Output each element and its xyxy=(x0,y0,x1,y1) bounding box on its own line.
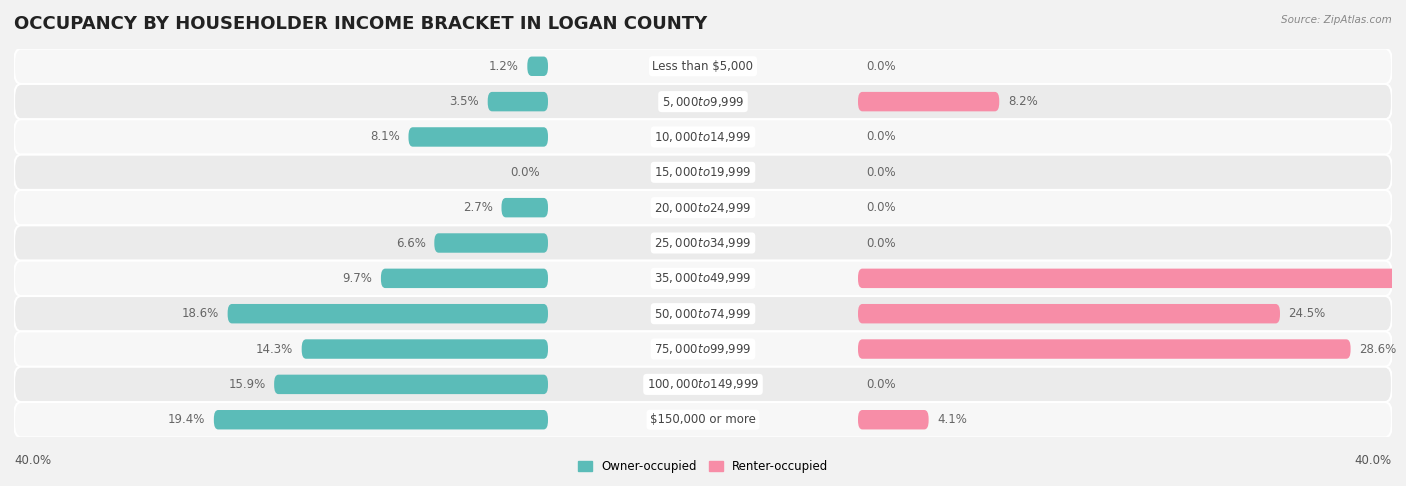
FancyBboxPatch shape xyxy=(14,84,1392,119)
Text: 24.5%: 24.5% xyxy=(1289,307,1326,320)
FancyBboxPatch shape xyxy=(274,375,548,394)
Text: 8.2%: 8.2% xyxy=(1008,95,1038,108)
Text: $35,000 to $49,999: $35,000 to $49,999 xyxy=(654,271,752,285)
FancyBboxPatch shape xyxy=(14,260,1392,296)
FancyBboxPatch shape xyxy=(858,269,1406,288)
Text: 0.0%: 0.0% xyxy=(866,237,896,249)
Text: Source: ZipAtlas.com: Source: ZipAtlas.com xyxy=(1281,15,1392,25)
Text: $5,000 to $9,999: $5,000 to $9,999 xyxy=(662,95,744,108)
Text: $150,000 or more: $150,000 or more xyxy=(650,413,756,426)
FancyBboxPatch shape xyxy=(409,127,548,147)
FancyBboxPatch shape xyxy=(488,92,548,111)
FancyBboxPatch shape xyxy=(228,304,548,323)
Text: 14.3%: 14.3% xyxy=(256,343,292,356)
Text: $50,000 to $74,999: $50,000 to $74,999 xyxy=(654,307,752,321)
FancyBboxPatch shape xyxy=(14,402,1392,437)
FancyBboxPatch shape xyxy=(858,410,928,430)
Text: $25,000 to $34,999: $25,000 to $34,999 xyxy=(654,236,752,250)
Text: 0.0%: 0.0% xyxy=(866,201,896,214)
FancyBboxPatch shape xyxy=(14,190,1392,226)
FancyBboxPatch shape xyxy=(858,339,1351,359)
Text: 1.2%: 1.2% xyxy=(489,60,519,73)
FancyBboxPatch shape xyxy=(434,233,548,253)
FancyBboxPatch shape xyxy=(302,339,548,359)
FancyBboxPatch shape xyxy=(14,296,1392,331)
Text: 0.0%: 0.0% xyxy=(510,166,540,179)
Text: 40.0%: 40.0% xyxy=(14,453,51,467)
Text: $20,000 to $24,999: $20,000 to $24,999 xyxy=(654,201,752,215)
Text: $75,000 to $99,999: $75,000 to $99,999 xyxy=(654,342,752,356)
FancyBboxPatch shape xyxy=(14,49,1392,84)
Text: 28.6%: 28.6% xyxy=(1360,343,1396,356)
Text: 40.0%: 40.0% xyxy=(1355,453,1392,467)
FancyBboxPatch shape xyxy=(858,304,1279,323)
Text: 3.5%: 3.5% xyxy=(450,95,479,108)
Text: 4.1%: 4.1% xyxy=(938,413,967,426)
Text: 19.4%: 19.4% xyxy=(167,413,205,426)
FancyBboxPatch shape xyxy=(14,119,1392,155)
FancyBboxPatch shape xyxy=(858,92,1000,111)
Legend: Owner-occupied, Renter-occupied: Owner-occupied, Renter-occupied xyxy=(572,456,834,478)
Text: 0.0%: 0.0% xyxy=(866,378,896,391)
Text: Less than $5,000: Less than $5,000 xyxy=(652,60,754,73)
Text: 0.0%: 0.0% xyxy=(866,130,896,143)
FancyBboxPatch shape xyxy=(527,56,548,76)
FancyBboxPatch shape xyxy=(14,155,1392,190)
Text: $10,000 to $14,999: $10,000 to $14,999 xyxy=(654,130,752,144)
Text: 15.9%: 15.9% xyxy=(228,378,266,391)
Text: 2.7%: 2.7% xyxy=(463,201,494,214)
Text: 9.7%: 9.7% xyxy=(343,272,373,285)
Text: $15,000 to $19,999: $15,000 to $19,999 xyxy=(654,165,752,179)
FancyBboxPatch shape xyxy=(14,331,1392,367)
Text: 0.0%: 0.0% xyxy=(866,166,896,179)
Text: 8.1%: 8.1% xyxy=(370,130,399,143)
FancyBboxPatch shape xyxy=(214,410,548,430)
Text: 6.6%: 6.6% xyxy=(396,237,426,249)
FancyBboxPatch shape xyxy=(502,198,548,217)
Text: 0.0%: 0.0% xyxy=(866,60,896,73)
FancyBboxPatch shape xyxy=(14,226,1392,260)
FancyBboxPatch shape xyxy=(381,269,548,288)
FancyBboxPatch shape xyxy=(14,367,1392,402)
Text: 18.6%: 18.6% xyxy=(181,307,219,320)
Text: $100,000 to $149,999: $100,000 to $149,999 xyxy=(647,378,759,391)
Text: OCCUPANCY BY HOUSEHOLDER INCOME BRACKET IN LOGAN COUNTY: OCCUPANCY BY HOUSEHOLDER INCOME BRACKET … xyxy=(14,15,707,33)
